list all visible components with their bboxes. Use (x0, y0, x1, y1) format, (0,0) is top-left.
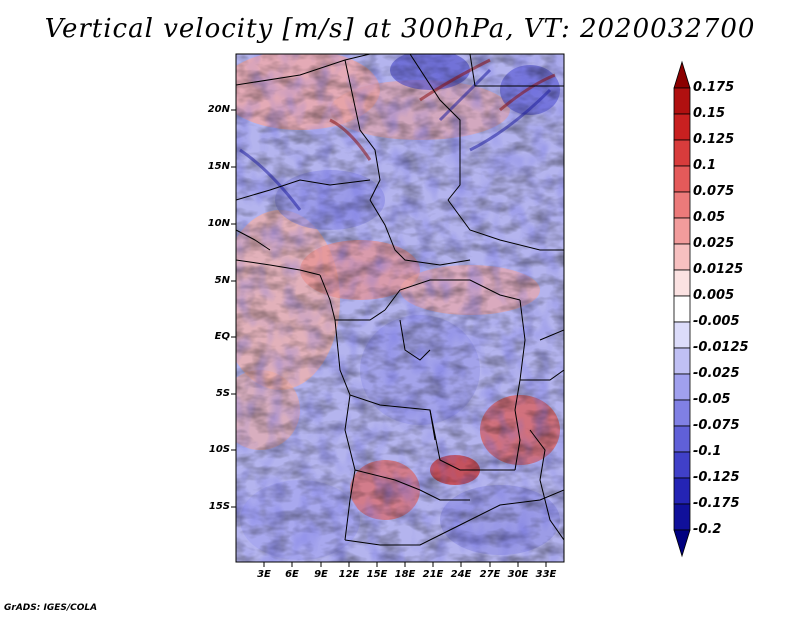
colorbar-bin (673, 269, 691, 297)
lat-label: 10N (207, 218, 230, 229)
colorbar-label: -0.2 (693, 522, 722, 537)
lon-label: 33E (535, 569, 557, 580)
lon-label: 24E (450, 569, 472, 580)
lon-label: 21E (422, 569, 444, 580)
colorbar-bin (673, 165, 691, 193)
lat-label: 15N (207, 161, 230, 172)
colorbar-label: 0.175 (693, 80, 735, 95)
lat-label: 10S (208, 444, 230, 455)
colorbar-bin (673, 451, 691, 479)
colorbar-label: 0.15 (693, 106, 726, 121)
lon-label: 3E (257, 569, 271, 580)
lon-label: 30E (507, 569, 529, 580)
colorbar-bin (673, 425, 691, 453)
lat-label: 15S (208, 501, 230, 512)
colorbar-bin (673, 243, 691, 271)
lat-label: 20N (207, 104, 230, 115)
colorbar-bin (673, 113, 691, 141)
lat-label: 5N (214, 275, 230, 286)
colorbar-label: 0.05 (693, 210, 726, 225)
lon-label: 27E (479, 569, 501, 580)
colorbar-label: 0.0125 (693, 262, 744, 277)
colorbar-bin (673, 529, 691, 558)
colorbar-label: -0.1 (693, 444, 722, 459)
axis-ticks (231, 109, 547, 567)
colorbar-label: 0.1 (693, 158, 717, 173)
colorbar-label: -0.025 (693, 366, 740, 381)
lon-label: 12E (338, 569, 360, 580)
colorbar-bin (673, 191, 691, 219)
colorbar-label: -0.0125 (693, 340, 749, 355)
lon-label: 6E (285, 569, 299, 580)
colorbar-bin (673, 399, 691, 427)
grads-credit: GrADS: IGES/COLA (4, 603, 98, 613)
colorbar-label: 0.075 (693, 184, 735, 199)
colorbar-label: -0.05 (693, 392, 731, 407)
colorbar-bin (673, 60, 691, 89)
plot-title: Vertical velocity [m/s] at 300hPa, VT: 2… (44, 14, 756, 44)
colorbar-bin (673, 503, 691, 531)
colorbar-label: -0.005 (693, 314, 740, 329)
country-borders (236, 54, 564, 546)
colorbar-bin (673, 139, 691, 167)
colorbar-label: -0.175 (693, 496, 740, 511)
lat-label: EQ (214, 331, 230, 342)
colorbar-bin (673, 477, 691, 505)
colorbar-bin (673, 87, 691, 115)
colorbar (673, 60, 691, 558)
colorbar-label: 0.005 (693, 288, 735, 303)
colorbar-bin (673, 217, 691, 245)
colorbar-bin (673, 295, 691, 323)
colorbar-label: -0.125 (693, 470, 740, 485)
colorbar-label: 0.025 (693, 236, 735, 251)
colorbar-bin (673, 373, 691, 401)
colorbar-bin (673, 347, 691, 375)
map-frame (235, 53, 565, 563)
lon-label: 15E (366, 569, 388, 580)
colorbar-label: 0.125 (693, 132, 735, 147)
lon-label: 9E (314, 569, 328, 580)
colorbar-label: -0.075 (693, 418, 740, 433)
colorbar-bin (673, 321, 691, 349)
lat-label: 5S (215, 388, 230, 399)
vertical-velocity-field (236, 54, 564, 562)
lon-label: 18E (394, 569, 416, 580)
